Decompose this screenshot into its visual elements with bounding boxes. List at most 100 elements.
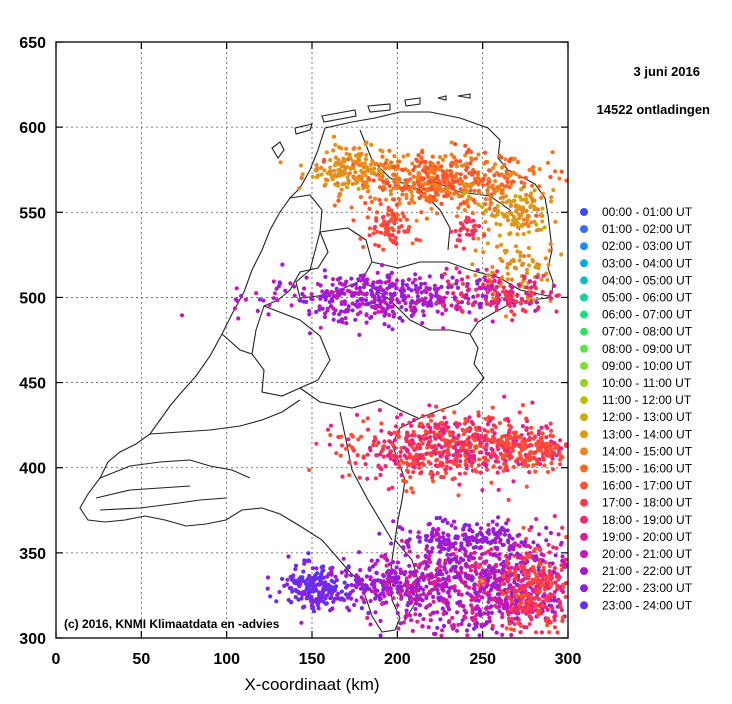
discharge-point <box>518 435 523 440</box>
discharge-point <box>528 594 533 599</box>
legend-entry: 06:00 - 07:00 UT <box>602 308 693 322</box>
discharge-point <box>546 594 551 599</box>
legend-entry: 00:00 - 01:00 UT <box>602 205 693 219</box>
discharge-point <box>490 213 495 218</box>
discharge-point <box>533 595 538 600</box>
discharge-point <box>485 429 490 434</box>
legend-entry: 21:00 - 22:00 UT <box>602 564 693 578</box>
discharge-point <box>459 440 465 445</box>
discharge-point <box>411 464 416 469</box>
discharge-point <box>453 174 458 179</box>
discharge-point <box>378 202 383 207</box>
discharge-point <box>479 450 484 455</box>
discharge-point <box>454 456 459 461</box>
discharge-point <box>553 169 558 174</box>
x-tick-label: 150 <box>299 651 326 668</box>
discharge-point <box>441 611 446 617</box>
discharge-point <box>452 586 457 591</box>
discharge-point <box>427 170 432 175</box>
discharge-point <box>517 602 522 607</box>
discharge-point <box>426 577 432 582</box>
discharge-point <box>476 413 481 418</box>
discharge-point <box>476 463 481 468</box>
discharge-point <box>474 624 479 629</box>
discharge-point <box>471 617 476 623</box>
discharge-point <box>400 527 405 532</box>
discharge-point <box>350 308 355 313</box>
discharge-point <box>457 270 462 275</box>
discharge-point <box>533 286 539 291</box>
discharge-point <box>509 627 514 632</box>
discharge-point <box>412 164 418 169</box>
discharge-point <box>298 163 303 168</box>
discharge-point <box>549 195 554 200</box>
discharge-point <box>464 167 469 172</box>
discharge-point <box>427 179 432 185</box>
discharge-point <box>477 277 482 282</box>
discharge-point <box>376 298 381 303</box>
discharge-point <box>456 433 461 438</box>
discharge-point <box>442 271 447 277</box>
discharge-point <box>490 292 495 297</box>
discharge-point <box>462 207 467 213</box>
discharge-point <box>474 287 479 292</box>
discharge-point <box>407 574 412 579</box>
discharge-point <box>403 614 408 619</box>
discharge-point <box>406 463 411 468</box>
discharge-point <box>416 299 421 304</box>
discharge-point <box>399 445 404 451</box>
discharge-point <box>508 552 513 557</box>
discharge-point <box>365 184 370 189</box>
discharge-point <box>401 214 406 219</box>
discharge-point <box>407 549 412 554</box>
discharge-point <box>373 196 378 201</box>
discharge-point <box>333 574 338 579</box>
legend-marker <box>580 498 588 507</box>
discharge-point <box>495 203 500 209</box>
discharge-point <box>380 149 385 154</box>
discharge-point <box>460 618 465 623</box>
discharge-point <box>456 589 461 594</box>
discharge-point <box>379 428 384 433</box>
discharge-point <box>379 466 384 472</box>
discharge-point <box>523 300 529 305</box>
discharge-point <box>497 556 502 561</box>
discharge-point <box>504 438 510 443</box>
discharge-point <box>353 170 358 175</box>
discharge-point <box>425 534 430 539</box>
discharge-point <box>519 296 524 301</box>
discharge-point <box>544 435 549 440</box>
discharge-point <box>430 175 435 180</box>
discharge-point <box>339 317 344 322</box>
legend-entry: 12:00 - 13:00 UT <box>602 410 693 424</box>
discharge-point <box>475 171 480 176</box>
discharge-point <box>527 622 532 627</box>
discharge-point <box>481 250 486 255</box>
discharge-point <box>415 179 420 184</box>
discharge-point <box>406 544 411 550</box>
discharge-point <box>403 553 408 558</box>
discharge-point <box>542 443 548 448</box>
discharge-point <box>468 188 473 193</box>
discharge-point <box>371 439 377 444</box>
discharge-point <box>548 530 554 536</box>
discharge-point <box>329 572 334 577</box>
discharge-point <box>442 542 447 547</box>
discharge-point <box>410 312 415 317</box>
discharge-point <box>352 175 357 180</box>
discharge-point <box>315 571 320 576</box>
discharge-point <box>377 408 382 413</box>
discharge-point <box>467 542 473 547</box>
discharge-point <box>419 290 424 295</box>
discharge-point <box>462 429 467 434</box>
discharge-point <box>289 586 294 591</box>
legend-entry: 03:00 - 04:00 UT <box>602 256 693 270</box>
discharge-point <box>434 531 439 536</box>
discharge-point <box>414 218 419 223</box>
legend-entry: 09:00 - 10:00 UT <box>602 359 693 373</box>
discharge-point <box>406 286 411 291</box>
discharge-point <box>452 556 457 562</box>
discharge-point <box>502 184 507 189</box>
discharge-point <box>330 290 335 295</box>
legend-marker <box>580 276 588 285</box>
